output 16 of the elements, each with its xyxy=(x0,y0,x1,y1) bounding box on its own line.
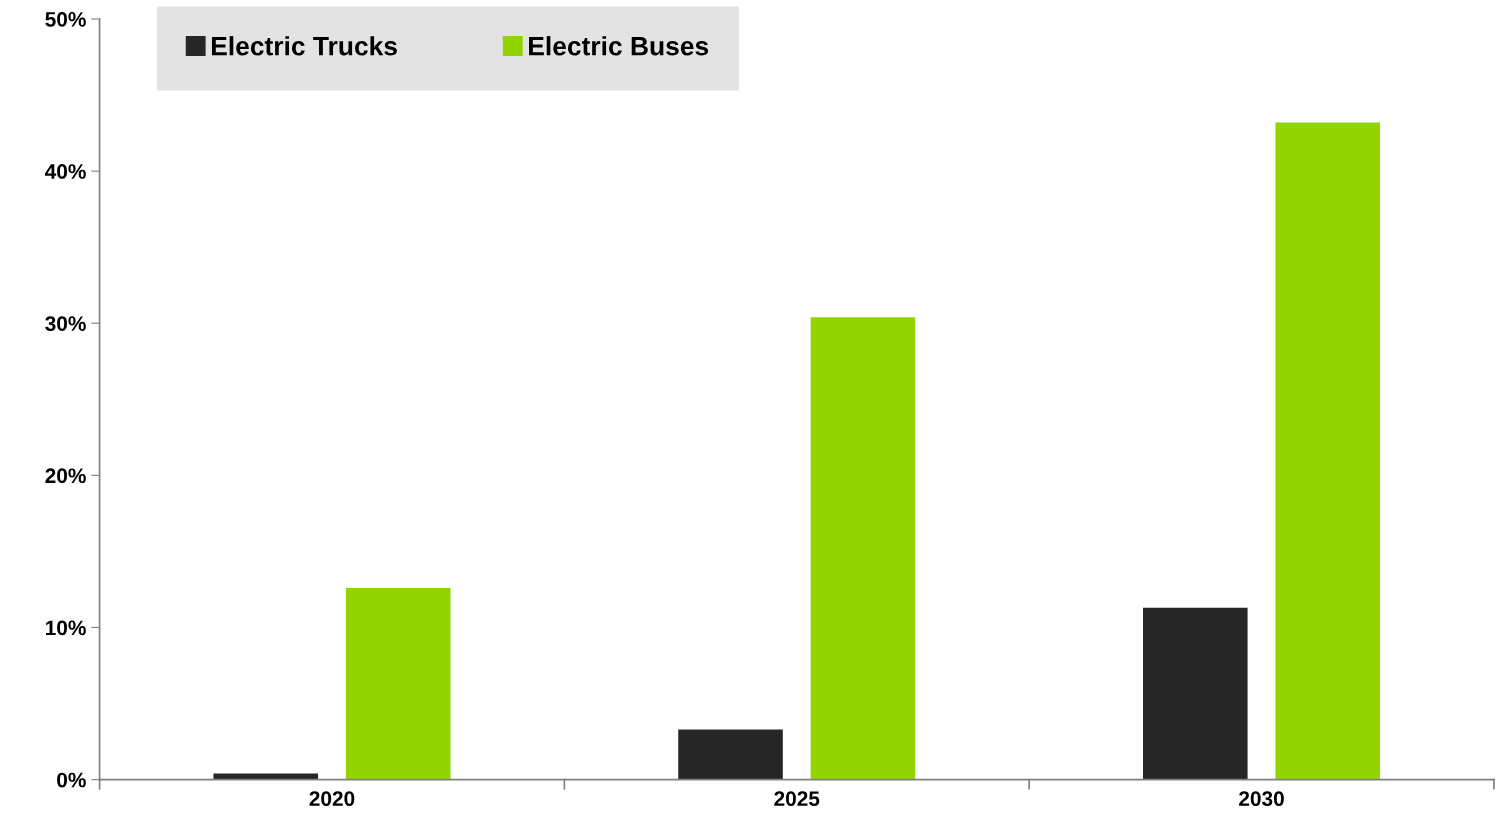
bar xyxy=(678,729,783,780)
y-tick-label: 30% xyxy=(45,316,86,332)
bar xyxy=(345,587,451,780)
bar xyxy=(810,317,916,780)
y-tick-label: 50% xyxy=(45,11,86,27)
x-tick-label: 2030 xyxy=(1239,791,1284,807)
y-tick-label: 10% xyxy=(46,620,86,636)
x-tick-label: 2020 xyxy=(309,791,355,807)
y-tick-label: 0% xyxy=(57,772,86,788)
legend-label: Electric Trucks xyxy=(211,36,397,56)
bar xyxy=(1275,122,1381,780)
bar xyxy=(1143,607,1248,780)
x-tick-label: 2025 xyxy=(774,791,820,807)
y-tick-label: 20% xyxy=(45,468,86,484)
legend-label: Electric Buses xyxy=(529,36,709,56)
y-tick-label: 40% xyxy=(45,164,86,179)
